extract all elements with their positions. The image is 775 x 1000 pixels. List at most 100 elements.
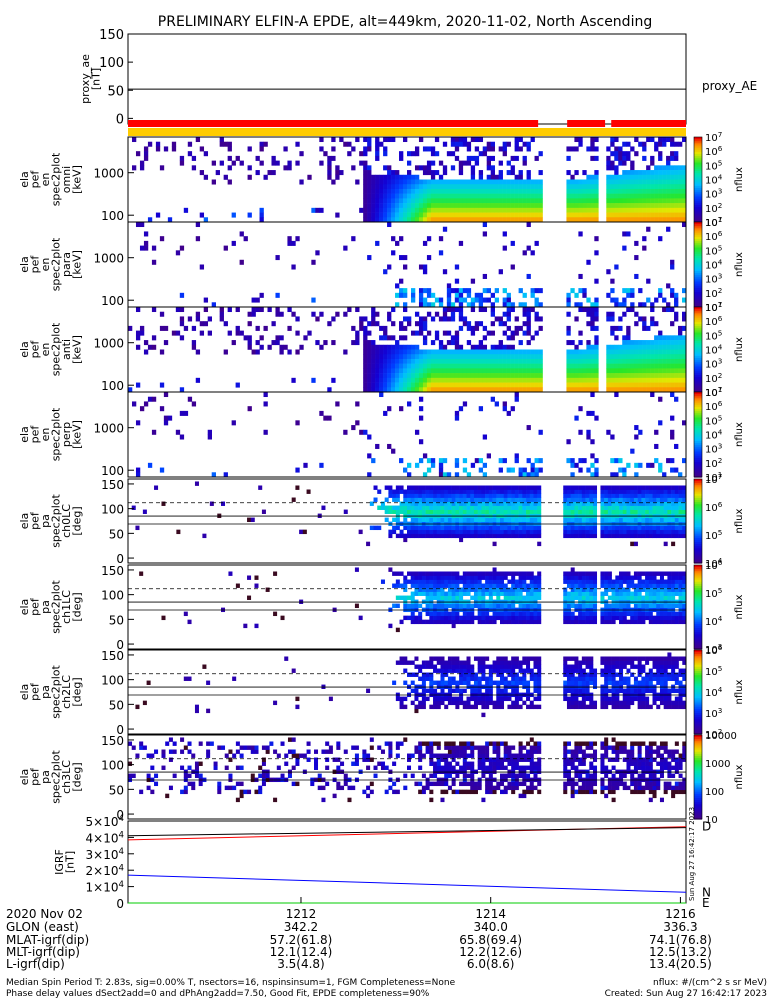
spectrum-cell (566, 458, 571, 464)
colorbar-cell (694, 504, 702, 507)
pitch-cell (503, 525, 508, 531)
colorbar-cell (694, 438, 702, 442)
spectrum-cell (231, 212, 236, 218)
spectrum-cell (638, 179, 643, 185)
spectrum-cell (658, 420, 663, 426)
spectrum-cell (606, 217, 611, 223)
spectrum-cell (434, 311, 440, 317)
spectrum-cell (502, 373, 507, 379)
pitch-cell (537, 501, 542, 506)
pitch-cell (514, 529, 519, 535)
pitch-cell (455, 583, 460, 588)
spectrum-cell (510, 217, 515, 223)
pitch-cell (630, 619, 635, 625)
spectrum-cell (434, 188, 440, 194)
spectrum-cell (410, 288, 416, 294)
spectrum-cell (486, 358, 491, 364)
pitch-cell (447, 680, 452, 685)
spectrum-cell (614, 217, 619, 223)
pitch-cell (488, 497, 493, 502)
spectrum-cell (650, 321, 655, 327)
colorbar-cell (694, 268, 702, 272)
colorbar-cell (694, 398, 702, 402)
pitch-cell (455, 603, 460, 609)
spectrum-cell (590, 146, 595, 152)
pitch-cell (511, 497, 516, 502)
spectrum-cell (570, 193, 575, 199)
pitch-cell (656, 611, 661, 617)
pitch-cell (511, 611, 516, 617)
spectrum-cell (658, 373, 663, 379)
pitch-cell (674, 489, 679, 494)
pitch-cell (496, 595, 501, 600)
pitch-cell (682, 579, 687, 584)
colorbar-cell (694, 166, 702, 170)
spectrum-cell (646, 174, 651, 180)
spectrum-cell (414, 207, 420, 213)
pitch-cell (529, 595, 534, 600)
spectrum-cell (371, 188, 376, 194)
pitch-cell (589, 591, 594, 596)
spectrum-cell (438, 316, 444, 322)
spectrum-cell (474, 207, 480, 213)
spectrum-cell (498, 198, 503, 204)
colorbar-cell (694, 449, 702, 453)
pitch-cell (462, 571, 467, 576)
spectrum-cell (183, 410, 189, 416)
pitch-cell (466, 489, 471, 494)
spectrum-cell (634, 255, 639, 261)
spectrum-cell (470, 137, 476, 143)
spectrum-cell (295, 420, 300, 426)
spectrum-cell (450, 382, 456, 388)
pitch-cell (473, 497, 478, 502)
spectrum-cell (263, 174, 268, 180)
pitch-cell (581, 529, 586, 535)
pitch-cell (514, 619, 519, 625)
spectrum-cell (582, 387, 587, 393)
pitch-cell (466, 583, 471, 588)
colorbar-cell (694, 381, 702, 385)
pitch-cell (566, 493, 571, 498)
pitch-cell (678, 533, 683, 539)
pitch-cell (440, 505, 445, 510)
spectrum-cell (442, 269, 448, 275)
pitch-cell (637, 529, 642, 535)
spectrum-cell (490, 321, 495, 327)
colorbar-tick: 107 (705, 300, 722, 314)
spectrum-cell (654, 344, 659, 350)
spectrum-cell (646, 297, 651, 303)
pitch-cell (566, 505, 571, 510)
spectrum-cell (387, 198, 392, 204)
pitch-cell (421, 696, 426, 702)
pitch-cell (358, 529, 363, 535)
spectrum-cell (678, 349, 683, 355)
spectrum-cell (666, 368, 671, 374)
spectrum-cell (466, 368, 472, 374)
colorbar-cell (694, 156, 702, 159)
spectrum-cell (478, 217, 484, 223)
pitch-cell (440, 529, 445, 535)
pitch-cell (566, 591, 571, 596)
spectrum-cell (650, 462, 655, 468)
spectrum-cell (638, 184, 643, 190)
pitch-cell (481, 575, 486, 580)
pitch-cell (526, 587, 531, 592)
spectrum-cell (442, 188, 448, 194)
pitch-cell (418, 615, 423, 621)
pitch-cell (533, 591, 538, 596)
spectrum-cell (638, 203, 643, 209)
spectrum-cell (426, 165, 432, 171)
spectrum-cell (514, 207, 519, 213)
spectrum-cell (418, 325, 424, 331)
pitch-cell (607, 619, 612, 625)
colorbar-tick: 103 (705, 442, 722, 456)
spectrum-cell (434, 217, 440, 223)
spectrum-cell (682, 297, 687, 303)
spectrum-cell (387, 368, 392, 374)
spectrum-cell (650, 179, 655, 185)
spectrum-cell (506, 179, 511, 185)
pitch-cell (566, 489, 571, 494)
spectrum-cell (403, 325, 408, 331)
spectrum-cell (371, 363, 376, 369)
pitch-cell (477, 493, 482, 498)
